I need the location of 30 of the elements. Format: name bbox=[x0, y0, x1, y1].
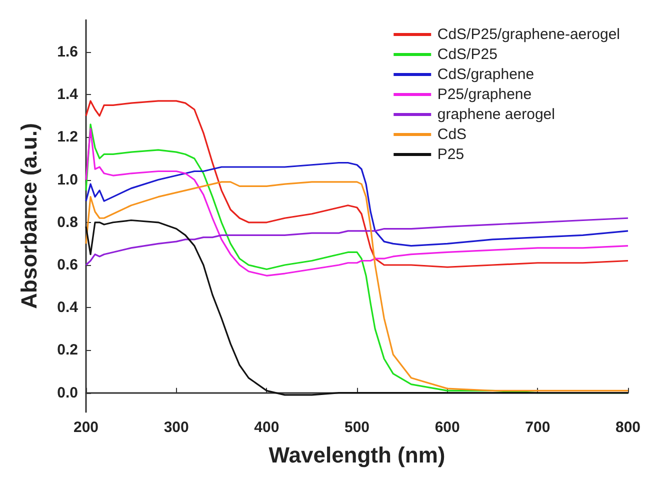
y-tick-label: 1.6 bbox=[57, 43, 78, 60]
line-series bbox=[85, 128, 629, 276]
y-tick-label: 1.0 bbox=[57, 171, 78, 188]
legend-label: CdS/P25/graphene-aerogel bbox=[437, 26, 620, 43]
y-axis-title: Absorbance (a.u.) bbox=[16, 123, 42, 309]
legend-label: CdS bbox=[437, 126, 467, 143]
legend-label: P25 bbox=[437, 146, 464, 163]
x-tick-label: 700 bbox=[525, 419, 550, 436]
y-tick-label: 1.4 bbox=[57, 86, 79, 104]
y-tick-label: 0.4 bbox=[57, 299, 79, 316]
y-tick-label: 0.6 bbox=[57, 256, 78, 274]
line-series bbox=[85, 217, 629, 266]
y-tick-label: 1.2 bbox=[57, 128, 78, 146]
x-tick-label: 800 bbox=[615, 419, 641, 436]
legend-label: CdS/P25 bbox=[437, 46, 498, 63]
y-tick-label: 0.8 bbox=[57, 214, 78, 231]
legend-label: CdS/graphene bbox=[437, 66, 534, 83]
x-tick-label: 200 bbox=[73, 419, 99, 436]
x-tick-label: 300 bbox=[164, 419, 189, 436]
x-tick-label: 600 bbox=[434, 419, 460, 436]
x-axis-title: Wavelength (nm) bbox=[268, 442, 446, 468]
line-series bbox=[85, 162, 629, 247]
x-tick-label: 500 bbox=[344, 419, 370, 436]
x-tick-label: 400 bbox=[254, 419, 280, 436]
y-tick-label: 0.0 bbox=[57, 384, 78, 402]
line-series bbox=[85, 219, 629, 396]
y-tick-label: 0.2 bbox=[57, 342, 78, 359]
legend-label: graphene aerogel bbox=[437, 106, 555, 123]
legend-label: P25/graphene bbox=[437, 86, 532, 103]
line-series bbox=[85, 181, 629, 392]
